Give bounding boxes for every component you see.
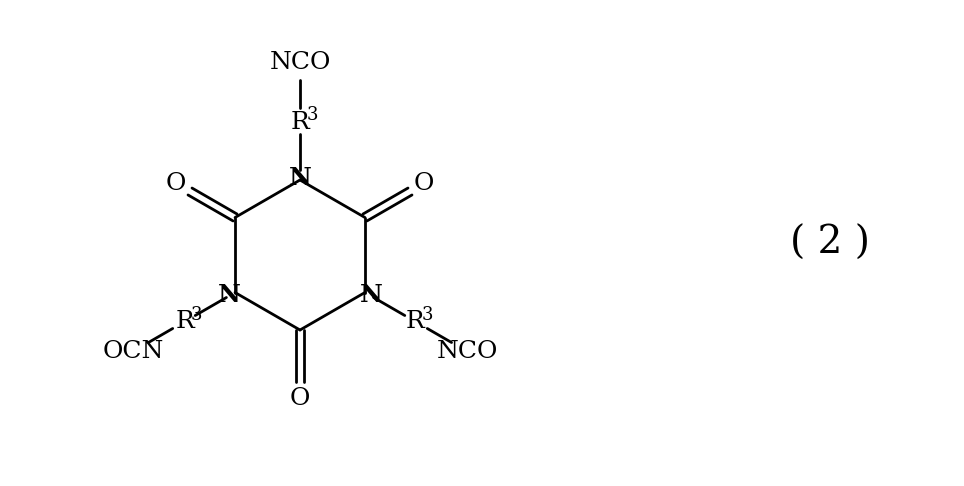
Text: 3: 3 — [307, 106, 318, 124]
Text: ( 2 ): ( 2 ) — [790, 225, 870, 261]
Text: 3: 3 — [191, 306, 202, 324]
Text: N: N — [288, 166, 311, 190]
Text: OCN: OCN — [102, 340, 164, 363]
Text: O: O — [290, 386, 310, 410]
Text: R: R — [175, 310, 194, 333]
Text: NCO: NCO — [269, 51, 331, 73]
Text: NCO: NCO — [437, 340, 497, 363]
Text: 3: 3 — [421, 306, 433, 324]
Text: O: O — [166, 172, 186, 195]
Text: N: N — [218, 282, 240, 307]
Text: O: O — [414, 172, 434, 195]
Text: R: R — [290, 110, 309, 134]
Text: N: N — [360, 282, 383, 307]
Text: R: R — [406, 310, 424, 333]
